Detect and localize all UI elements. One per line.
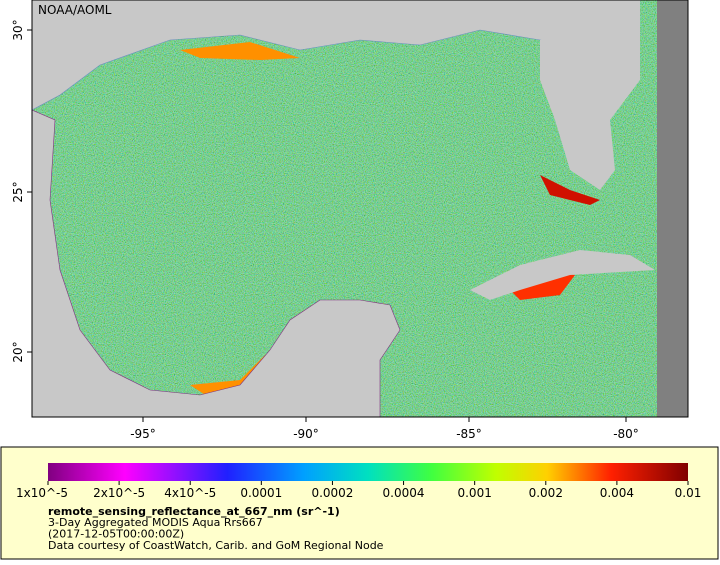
land-cuba (470, 250, 655, 300)
no-data-strip (657, 0, 688, 417)
lat-ticks: 30° 25° 20° (11, 19, 32, 363)
colorbar-label: 0.004 (600, 486, 634, 500)
land-mexico (32, 109, 401, 417)
coastal-high (180, 42, 300, 60)
lat-label: 20° (11, 341, 25, 362)
colorbar-label: 0.0002 (311, 486, 353, 500)
colorbar-label: 2x10^-5 (93, 486, 145, 500)
colorbar-ticks: 1x10^-5 2x10^-5 4x10^-5 0.0001 0.0002 0.0004 0… (16, 481, 701, 500)
lat-label: 25° (11, 181, 25, 202)
variable-name: remote_sensing_reflectance_at_667_nm (sr… (48, 505, 340, 518)
legend-line: (2017-12-05T00:00:00Z) (48, 528, 184, 541)
colorbar-label: 0.0004 (383, 486, 425, 500)
coastal-high (540, 175, 600, 205)
colorbar-label: 0.002 (529, 486, 563, 500)
colorbar-label: 1x10^-5 (16, 486, 68, 500)
map-frame (31, 0, 689, 418)
legend-line: Data courtesy of CoastWatch, Carib. and … (48, 539, 384, 552)
lon-label: -95° (130, 427, 156, 441)
legend-line: 3-Day Aggregated MODIS Aqua Rrs667 (48, 516, 263, 529)
legend-lines: 3-Day Aggregated MODIS Aqua Rrs667(2017-… (48, 516, 384, 552)
map-title: NOAA/AOML (38, 3, 112, 17)
lon-label: -90° (293, 427, 319, 441)
colorbar-label: 0.001 (457, 486, 491, 500)
colorbar-label: 0.0001 (240, 486, 282, 500)
lon-ticks: -95° -90° -85° -80° (130, 417, 639, 441)
lon-label: -85° (456, 427, 482, 441)
lat-label: 30° (11, 19, 25, 40)
colorbar (48, 463, 688, 481)
colorbar-label: 4x10^-5 (164, 486, 216, 500)
lon-label: -80° (613, 427, 639, 441)
colorbar-label: 0.01 (675, 486, 702, 500)
map (32, 0, 688, 417)
land-florida (540, 0, 640, 190)
